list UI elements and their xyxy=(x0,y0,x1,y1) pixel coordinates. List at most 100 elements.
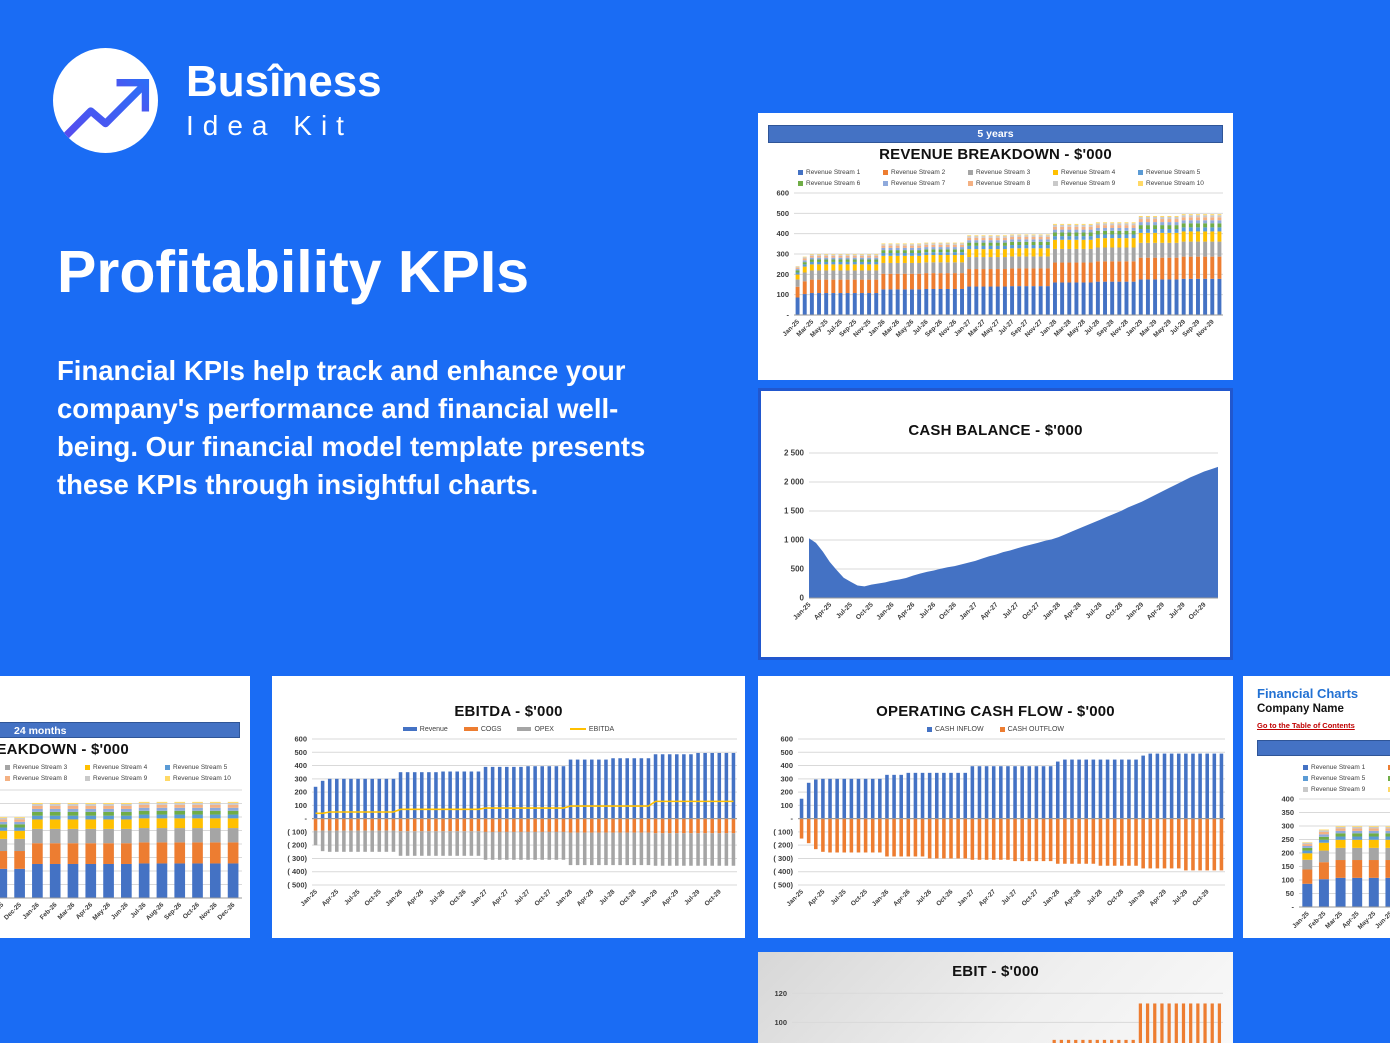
svg-text:Jan-29: Jan-29 xyxy=(639,888,659,908)
svg-text:Oct-26: Oct-26 xyxy=(935,888,955,908)
svg-text:Jul-29: Jul-29 xyxy=(1171,888,1190,907)
svg-text:Feb-26: Feb-26 xyxy=(39,901,59,921)
svg-text:200: 200 xyxy=(780,788,793,797)
svg-text:Oct-28: Oct-28 xyxy=(618,888,638,908)
legend-item: COGS xyxy=(463,726,501,733)
svg-text:Apr-28: Apr-28 xyxy=(1063,888,1083,908)
legend-item: CASH OUTFLOW xyxy=(999,726,1064,733)
legend-item: Revenue Stream 3 xyxy=(5,762,85,773)
svg-text:Dec-26: Dec-26 xyxy=(216,901,236,921)
svg-text:400: 400 xyxy=(780,761,793,770)
svg-text:Oct-25: Oct-25 xyxy=(855,601,875,621)
svg-text:( 400): ( 400) xyxy=(287,867,307,876)
svg-text:Jan-29: Jan-29 xyxy=(1125,601,1145,621)
svg-text:( 500): ( 500) xyxy=(773,881,793,890)
svg-text:-: - xyxy=(305,814,308,823)
svg-text:Jan-25: Jan-25 xyxy=(785,888,805,908)
svg-text:100: 100 xyxy=(780,801,793,810)
svg-text:Dec-25: Dec-25 xyxy=(3,901,23,921)
svg-text:Jan-26: Jan-26 xyxy=(384,888,404,908)
company-name: Company Name xyxy=(1257,703,1344,715)
svg-text:2 500: 2 500 xyxy=(784,449,805,458)
svg-text:Jan-26: Jan-26 xyxy=(871,888,891,908)
legend-item: Revenue Stream 2 xyxy=(883,167,968,178)
svg-text:Apr-28: Apr-28 xyxy=(1063,601,1083,621)
operating-cash-flow-card: OPERATING CASH FLOW - $'000 CASH INFLOW C… xyxy=(758,676,1233,938)
svg-text:300: 300 xyxy=(780,774,793,783)
svg-text:Jul-26: Jul-26 xyxy=(918,601,937,620)
svg-text:300: 300 xyxy=(1281,822,1294,831)
svg-text:Feb-25: Feb-25 xyxy=(1308,910,1328,930)
ebitda-card: EBITDA - $'000 Revenue COGS OPEX EBITDA 600… xyxy=(272,676,745,938)
svg-text:-: - xyxy=(787,311,790,320)
svg-text:500: 500 xyxy=(780,748,793,757)
legend-item: Revenue Stream 3 xyxy=(968,167,1053,178)
svg-text:400: 400 xyxy=(776,229,789,238)
svg-text:Oct-27: Oct-27 xyxy=(1021,601,1041,621)
ebitda-chart: 600 500 400 300 200 100 - ( 100) ( 200) ( 300) ( 4… xyxy=(287,735,737,908)
svg-text:Jul-25: Jul-25 xyxy=(343,888,362,907)
legend-item: Revenue Stream 10 xyxy=(165,773,245,784)
chart-title: REVENUE BREAKDOWN - $'000 xyxy=(879,146,1112,163)
svg-text:150: 150 xyxy=(1281,862,1294,871)
legend-item: Revenue Stream 6 xyxy=(1388,773,1390,784)
svg-text:Jan-29: Jan-29 xyxy=(1127,888,1147,908)
svg-text:Apr-27: Apr-27 xyxy=(979,601,999,621)
svg-text:Jan-27: Jan-27 xyxy=(959,601,979,621)
brand-header: Busîness Idea Kit xyxy=(53,48,382,153)
svg-text:300: 300 xyxy=(776,250,789,259)
revenue-breakdown-5y-chart: 600500400300200100-Jan-25Mar-25May-25Jul… xyxy=(776,189,1223,339)
legend-item: Revenue Stream 5 xyxy=(165,762,245,773)
svg-text:Aug-26: Aug-26 xyxy=(145,901,166,922)
legend-item: Revenue Stream 4 xyxy=(1053,167,1138,178)
svg-text:Apr-29: Apr-29 xyxy=(1148,888,1168,908)
svg-text:Oct-29: Oct-29 xyxy=(703,888,723,908)
legend-item: Revenue Stream 8 xyxy=(968,178,1053,189)
legend-item: Revenue xyxy=(402,726,448,733)
sheet-heading: Financial Charts xyxy=(1257,686,1359,701)
svg-text:Jan-28: Jan-28 xyxy=(554,888,574,908)
legend-item: Revenue Stream 1 xyxy=(1303,762,1388,773)
svg-text:Apr-25: Apr-25 xyxy=(321,888,341,908)
svg-text:May-26: May-26 xyxy=(91,901,112,922)
svg-text:120: 120 xyxy=(774,989,787,998)
revenue-breakdown-5y-card: 5 years REVENUE BREAKDOWN - $'000 Revenu… xyxy=(758,113,1233,380)
svg-text:Jan-26: Jan-26 xyxy=(875,601,895,621)
svg-text:Jun-26: Jun-26 xyxy=(110,901,130,921)
svg-text:( 100): ( 100) xyxy=(287,827,307,836)
svg-text:Jul-28: Jul-28 xyxy=(1086,888,1105,907)
svg-text:Sep-26: Sep-26 xyxy=(163,901,183,921)
svg-text:100: 100 xyxy=(774,1018,787,1027)
svg-text:Oct-28: Oct-28 xyxy=(1106,888,1126,908)
trend-arrow-icon xyxy=(56,78,150,146)
svg-text:Jul-29: Jul-29 xyxy=(1168,601,1187,620)
svg-text:( 300): ( 300) xyxy=(773,854,793,863)
svg-text:( 200): ( 200) xyxy=(773,841,793,850)
svg-text:Apr-25: Apr-25 xyxy=(807,888,827,908)
legend-item: Revenue Stream 10 xyxy=(1138,178,1223,189)
svg-text:1 500: 1 500 xyxy=(784,507,805,516)
svg-text:500: 500 xyxy=(294,748,307,757)
period-bar xyxy=(1257,740,1390,756)
svg-text:May-25: May-25 xyxy=(1357,910,1378,931)
period-bar-24-months: 24 months xyxy=(0,722,240,738)
svg-text:Oct-25: Oct-25 xyxy=(363,888,383,908)
svg-text:Nov-26: Nov-26 xyxy=(198,901,219,922)
table-of-contents-link[interactable]: Go to the Table of Contents xyxy=(1257,721,1355,730)
legend-item: Revenue Stream 8 xyxy=(5,773,85,784)
chart-title: OPERATING CASH FLOW - $'000 xyxy=(876,703,1115,720)
chart-legend: Revenue COGS OPEX EBITDA xyxy=(272,723,745,735)
svg-text:Apr-29: Apr-29 xyxy=(661,888,681,908)
svg-text:Jun-25: Jun-25 xyxy=(1374,910,1390,930)
svg-text:Oct-28: Oct-28 xyxy=(1104,601,1124,621)
svg-text:350: 350 xyxy=(1281,808,1294,817)
revenue-breakdown-mini-chart: 40035030025020015010050-Jan-25Feb-25Mar-… xyxy=(1281,795,1390,931)
svg-text:Apr-27: Apr-27 xyxy=(978,888,998,908)
brand-name: Busîness xyxy=(186,56,382,106)
brand-logo xyxy=(53,48,158,153)
svg-text:Jan-26: Jan-26 xyxy=(21,901,41,921)
svg-text:Jan-28: Jan-28 xyxy=(1042,601,1062,621)
svg-text:-: - xyxy=(791,814,794,823)
